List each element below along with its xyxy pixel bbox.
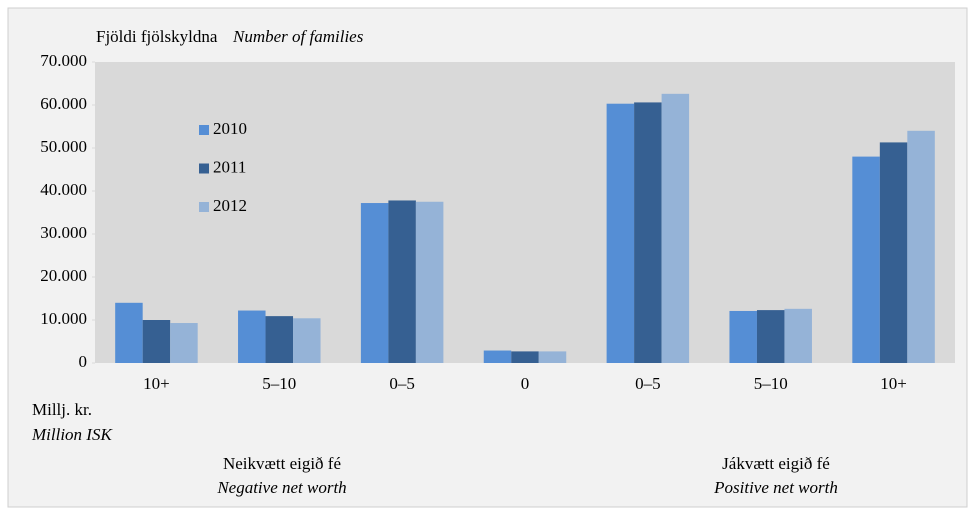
x-tick-label: 5–10: [262, 374, 296, 393]
x-tick-label: 0–5: [389, 374, 415, 393]
y-tick-label: 50.000: [40, 137, 87, 156]
x-tick-label: 0: [521, 374, 530, 393]
bar: [265, 316, 294, 363]
group-label-en: Negative net worth: [216, 478, 346, 497]
bar: [634, 102, 662, 364]
y-axis-title: Fjöldi fjölskyldna: [96, 27, 218, 46]
x-tick-label: 0–5: [635, 374, 661, 393]
x-tick-label: 5–10: [754, 374, 788, 393]
x-unit: Millj. kr.: [32, 400, 92, 419]
bar: [115, 302, 143, 363]
legend-label: 2011: [213, 157, 246, 176]
legend-label: 2010: [213, 119, 247, 138]
bar: [729, 310, 757, 363]
bar: [907, 130, 935, 363]
group-label-en: Positive net worth: [713, 478, 838, 497]
y-tick-label: 40.000: [40, 180, 87, 199]
bar: [511, 351, 539, 363]
y-tick-label: 20.000: [40, 266, 87, 285]
bar: [415, 201, 444, 363]
bar: [879, 142, 908, 363]
y-axis-title-en: Number of families: [232, 27, 364, 46]
bar: [661, 93, 690, 363]
group-label: Jákvætt eigið fé: [722, 454, 830, 473]
legend-swatch: [199, 125, 209, 135]
bar: [852, 156, 880, 363]
bar: [756, 310, 785, 363]
x-unit-en: Million ISK: [31, 425, 113, 444]
bar: [293, 318, 321, 363]
bar: [360, 203, 389, 363]
group-label: Neikvætt eigið fé: [223, 454, 341, 473]
bar: [606, 103, 635, 364]
bar: [388, 200, 416, 363]
y-tick-label: 30.000: [40, 223, 87, 242]
x-tick-label: 10+: [880, 374, 907, 393]
x-tick-label: 10+: [143, 374, 170, 393]
bar: [483, 350, 512, 363]
bar: [170, 323, 198, 363]
bar: [538, 351, 567, 363]
legend-swatch: [199, 202, 209, 212]
y-tick-label: 70.000: [40, 51, 87, 70]
y-tick-label: 60.000: [40, 94, 87, 113]
legend-label: 2012: [213, 196, 247, 215]
legend-swatch: [199, 163, 209, 174]
bar: [142, 320, 171, 363]
bar: [784, 308, 812, 363]
y-tick-label: 0: [79, 352, 88, 371]
y-tick-label: 10.000: [40, 309, 87, 328]
bar: [238, 310, 266, 363]
